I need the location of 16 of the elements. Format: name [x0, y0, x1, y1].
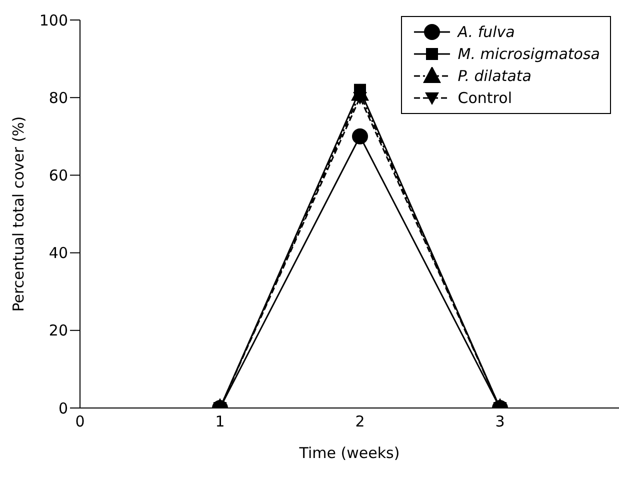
legend-label: M. microsigmatosa — [458, 45, 600, 63]
x-tick-label: 2 — [355, 412, 365, 431]
y-tick-label: 60 — [48, 166, 68, 185]
legend-label: P. dilatata — [458, 67, 532, 85]
legend-label: A. fulva — [458, 23, 515, 41]
y-tick-label: 100 — [39, 11, 68, 30]
x-axis-title: Time (weeks) — [298, 444, 400, 462]
y-tick-label: 20 — [48, 322, 68, 340]
legend-label: Control — [458, 89, 512, 107]
y-tick-label: 0 — [58, 399, 68, 418]
y-tick-label: 80 — [48, 88, 68, 107]
x-tick-label: 1 — [215, 412, 225, 431]
x-tick-label: 3 — [495, 412, 505, 431]
x-tick-label: 0 — [75, 412, 85, 431]
y-axis-title: Percentual total cover (%) — [9, 116, 28, 312]
y-tick-label: 40 — [48, 244, 68, 262]
